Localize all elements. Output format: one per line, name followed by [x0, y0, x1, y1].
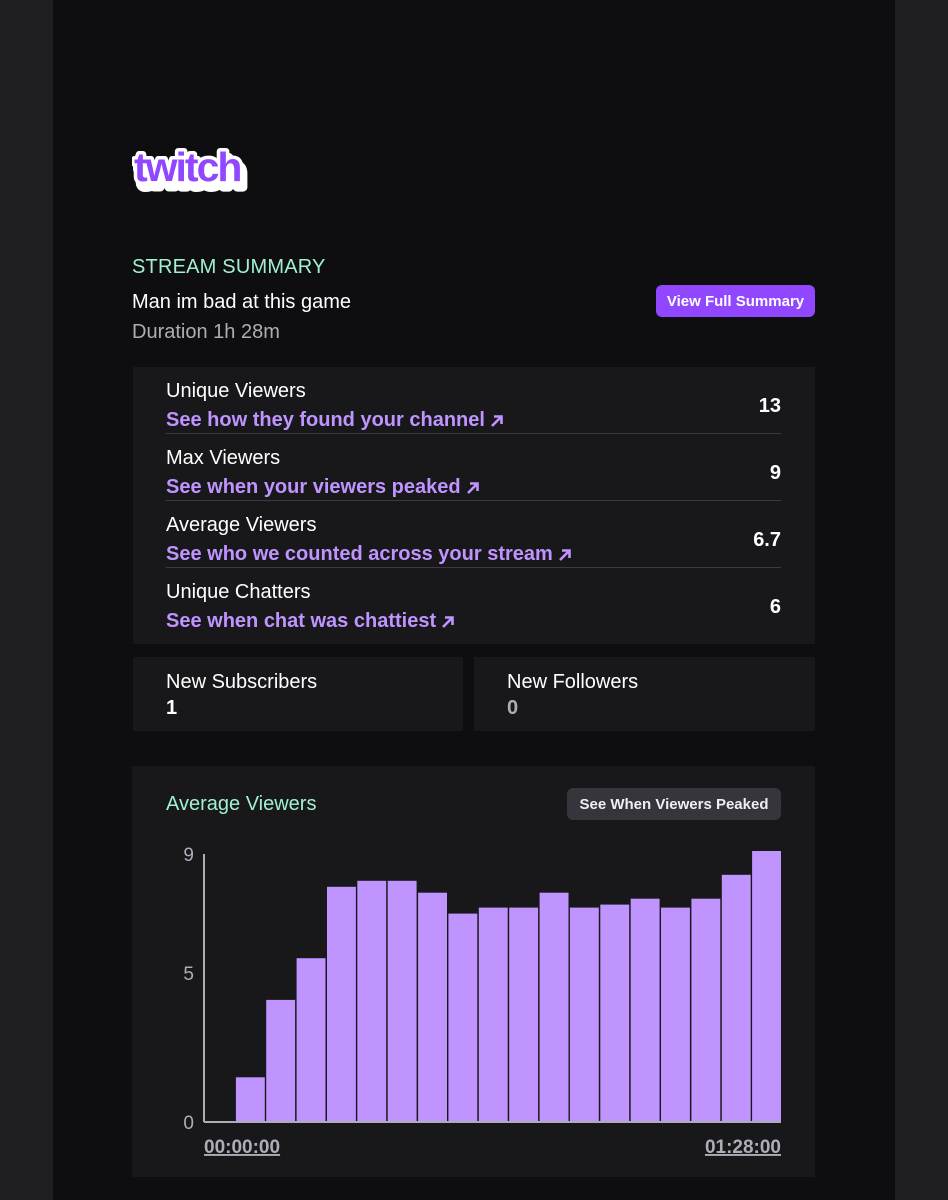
stat-row-max-viewers: Max Viewers See when your viewers peaked… — [166, 434, 781, 501]
viewers-peaked-link[interactable]: See when your viewers peaked — [166, 476, 481, 499]
stat-value: 6 — [769, 596, 781, 618]
chattiest-link[interactable]: See when chat was chattiest — [166, 610, 456, 633]
chart-bar — [448, 913, 478, 1122]
stream-duration: Duration 1h 28m — [132, 321, 280, 343]
chart-bar — [235, 1077, 265, 1122]
chart-bar — [661, 907, 690, 1122]
stat-row-unique-chatters: Unique Chatters See when chat was chatti… — [166, 568, 781, 635]
chart-bar — [357, 880, 387, 1122]
section-tag: STREAM SUMMARY — [132, 256, 326, 278]
stat-value: 13 — [758, 395, 781, 417]
arrow-up-right-icon — [466, 481, 479, 494]
chart-bar — [418, 892, 447, 1122]
chart-bar — [296, 958, 326, 1122]
view-full-summary-button[interactable]: View Full Summary — [656, 285, 815, 317]
chart-bar — [509, 907, 539, 1122]
y-tick-label: 9 — [183, 845, 194, 866]
chart-bar — [539, 892, 569, 1122]
counted-viewers-link[interactable]: See who we counted across your stream — [166, 543, 573, 566]
stat-label: Max Viewers — [166, 447, 281, 469]
chart-bar — [478, 907, 508, 1122]
average-viewers-chart-card: Average Viewers See When Viewers Peaked … — [132, 766, 815, 1177]
y-tick-label: 5 — [183, 964, 194, 985]
stream-title: Man im bad at this game — [132, 291, 351, 313]
found-channel-link[interactable]: See how they found your channel — [166, 409, 505, 432]
logo-wordmark: twitch — [134, 144, 240, 190]
arrow-up-right-icon — [558, 548, 571, 561]
chart-bar — [752, 851, 781, 1122]
link-text: See when your viewers peaked — [166, 476, 461, 498]
stats-card: Unique Viewers See how they found your c… — [133, 367, 815, 644]
stat-label: Unique Viewers — [166, 380, 306, 402]
x-tick-label-end: 01:28:00 — [705, 1137, 781, 1158]
twitch-logo[interactable]: twitch twitch — [132, 143, 272, 195]
new-followers-label: New Followers — [507, 671, 639, 693]
chart-bar — [266, 999, 296, 1122]
chart-bar — [327, 886, 356, 1122]
arrow-up-right-icon — [442, 615, 454, 628]
stat-row-unique-viewers: Unique Viewers See how they found your c… — [166, 367, 781, 434]
chart-bar — [691, 898, 721, 1122]
stat-value: 6.7 — [753, 529, 781, 551]
stat-label: Unique Chatters — [166, 581, 311, 603]
logo-outline: twitch — [137, 150, 243, 195]
stat-value: 9 — [769, 462, 781, 484]
new-followers-card: New Followers 0 — [474, 657, 815, 731]
average-viewers-chart: 0 5 9 00:00:00 01:28:00 — [183, 845, 781, 1158]
chart-bar — [630, 898, 660, 1122]
link-text: See when chat was chattiest — [166, 610, 437, 632]
link-text: See who we counted across your stream — [166, 543, 553, 565]
chart-bar — [387, 880, 417, 1122]
stat-row-average-viewers: Average Viewers See who we counted acros… — [166, 501, 781, 568]
new-subscribers-label: New Subscribers — [166, 671, 318, 693]
chart-title: Average Viewers — [166, 793, 317, 815]
chart-bar — [569, 907, 599, 1122]
stat-label: Average Viewers — [166, 514, 317, 536]
chart-bar — [721, 874, 751, 1122]
y-tick-label: 0 — [183, 1113, 194, 1134]
link-text: See how they found your channel — [166, 409, 485, 431]
new-subscribers-value: 1 — [166, 697, 178, 719]
new-followers-value: 0 — [507, 697, 519, 719]
x-tick-label-start: 00:00:00 — [204, 1137, 280, 1158]
chart-bar — [600, 904, 630, 1122]
arrow-up-right-icon — [491, 414, 503, 427]
new-subscribers-card: New Subscribers 1 — [133, 657, 463, 731]
see-when-viewers-peaked-button[interactable]: See When Viewers Peaked — [567, 788, 781, 820]
